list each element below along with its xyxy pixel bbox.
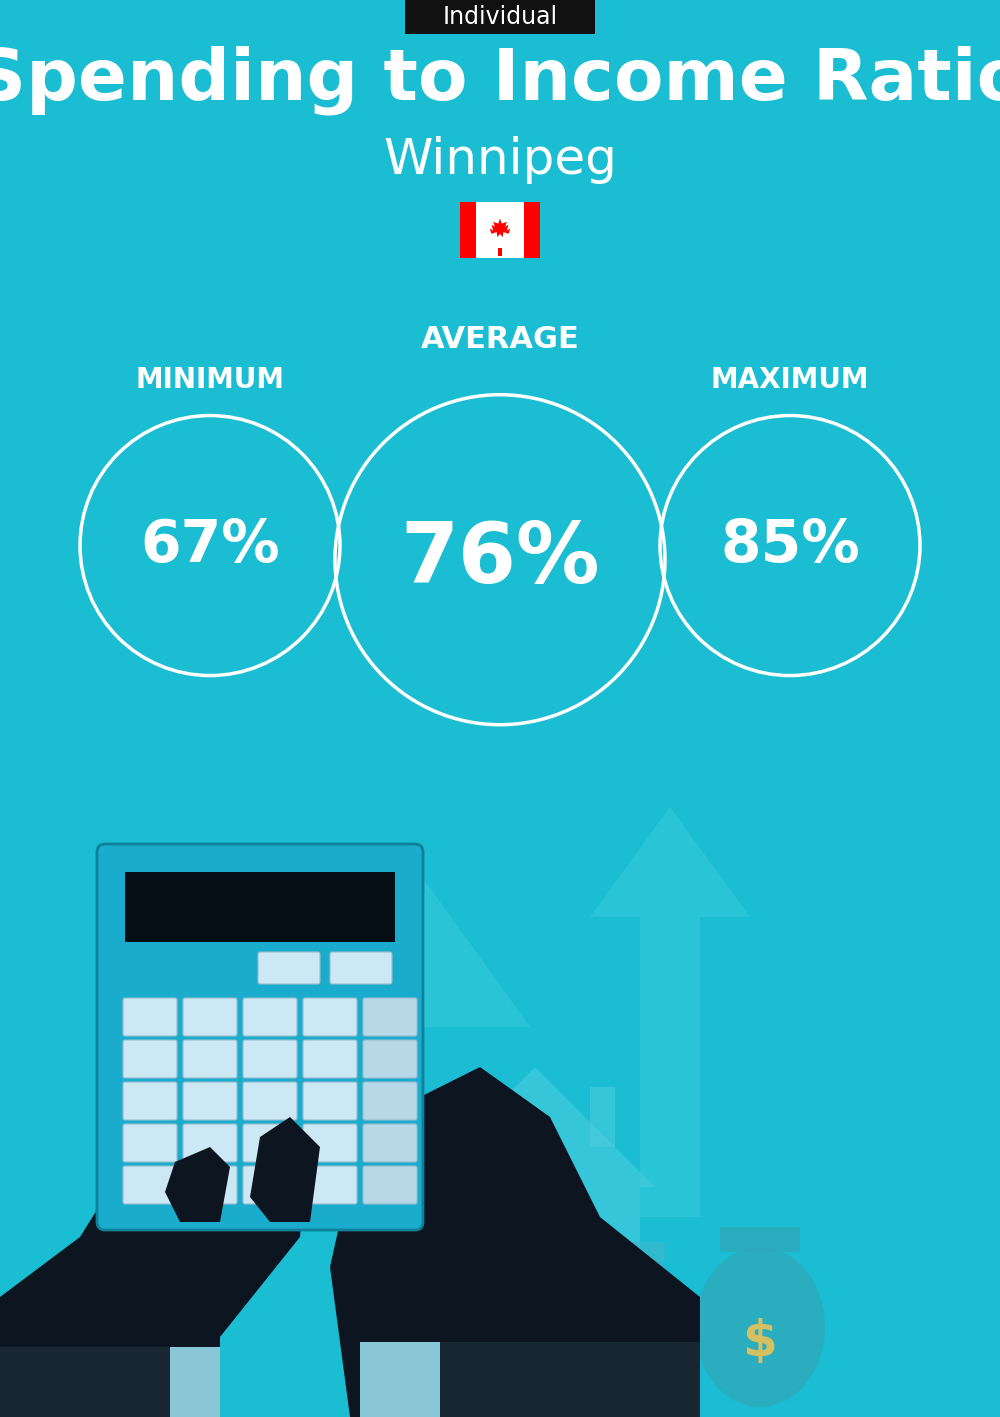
Bar: [125, 871, 395, 942]
Bar: [460, 1336, 620, 1346]
Polygon shape: [300, 867, 530, 1027]
Text: 76%: 76%: [400, 519, 600, 601]
Polygon shape: [250, 1117, 320, 1221]
Polygon shape: [440, 1342, 700, 1417]
Bar: [430, 1187, 640, 1387]
Polygon shape: [415, 1067, 655, 1187]
FancyBboxPatch shape: [243, 998, 297, 1036]
Bar: [510, 1267, 580, 1387]
FancyBboxPatch shape: [97, 845, 423, 1230]
Text: AVERAGE: AVERAGE: [421, 326, 579, 354]
Bar: [524, 203, 540, 258]
FancyBboxPatch shape: [243, 1166, 297, 1204]
Text: $: $: [629, 1302, 651, 1332]
Polygon shape: [165, 1146, 230, 1221]
Polygon shape: [590, 808, 750, 917]
Bar: [460, 203, 476, 258]
Ellipse shape: [695, 1247, 825, 1407]
FancyBboxPatch shape: [303, 1083, 357, 1119]
Bar: [720, 1227, 800, 1253]
FancyBboxPatch shape: [363, 1083, 417, 1119]
FancyBboxPatch shape: [123, 1124, 177, 1162]
Polygon shape: [330, 1067, 700, 1417]
FancyBboxPatch shape: [303, 1124, 357, 1162]
FancyBboxPatch shape: [363, 1124, 417, 1162]
Bar: [476, 203, 524, 258]
FancyBboxPatch shape: [183, 998, 237, 1036]
Text: $: $: [743, 1318, 777, 1366]
Bar: [615, 1241, 665, 1263]
FancyBboxPatch shape: [243, 1083, 297, 1119]
FancyBboxPatch shape: [183, 1083, 237, 1119]
FancyBboxPatch shape: [303, 998, 357, 1036]
FancyBboxPatch shape: [183, 1040, 237, 1078]
FancyBboxPatch shape: [303, 1166, 357, 1204]
FancyBboxPatch shape: [243, 1124, 297, 1162]
FancyBboxPatch shape: [363, 1166, 417, 1204]
Polygon shape: [360, 1342, 700, 1417]
FancyBboxPatch shape: [258, 952, 320, 983]
FancyBboxPatch shape: [405, 0, 595, 34]
Text: 85%: 85%: [720, 517, 860, 574]
FancyBboxPatch shape: [123, 998, 177, 1036]
FancyBboxPatch shape: [183, 1166, 237, 1204]
FancyBboxPatch shape: [363, 1040, 417, 1078]
FancyBboxPatch shape: [123, 1166, 177, 1204]
FancyBboxPatch shape: [123, 1040, 177, 1078]
FancyBboxPatch shape: [183, 1124, 237, 1162]
Bar: [590, 1087, 615, 1146]
Bar: [498, 248, 502, 256]
Bar: [460, 1377, 620, 1389]
FancyBboxPatch shape: [330, 952, 392, 983]
Text: MAXIMUM: MAXIMUM: [711, 366, 869, 394]
Bar: [460, 1391, 620, 1401]
Text: Spending to Income Ratio: Spending to Income Ratio: [0, 45, 1000, 115]
FancyBboxPatch shape: [123, 1083, 177, 1119]
Polygon shape: [490, 218, 510, 237]
Polygon shape: [0, 1348, 170, 1417]
Ellipse shape: [600, 1257, 680, 1357]
Bar: [640, 917, 700, 1217]
Bar: [460, 1365, 620, 1374]
Text: 67%: 67%: [140, 517, 280, 574]
Text: Individual: Individual: [442, 6, 558, 28]
Text: Winnipeg: Winnipeg: [383, 136, 617, 184]
Bar: [460, 1350, 620, 1360]
FancyBboxPatch shape: [243, 1040, 297, 1078]
Text: MINIMUM: MINIMUM: [136, 366, 285, 394]
Polygon shape: [0, 1067, 310, 1417]
FancyBboxPatch shape: [363, 998, 417, 1036]
FancyBboxPatch shape: [303, 1040, 357, 1078]
Bar: [460, 1322, 620, 1332]
Polygon shape: [0, 1348, 220, 1417]
